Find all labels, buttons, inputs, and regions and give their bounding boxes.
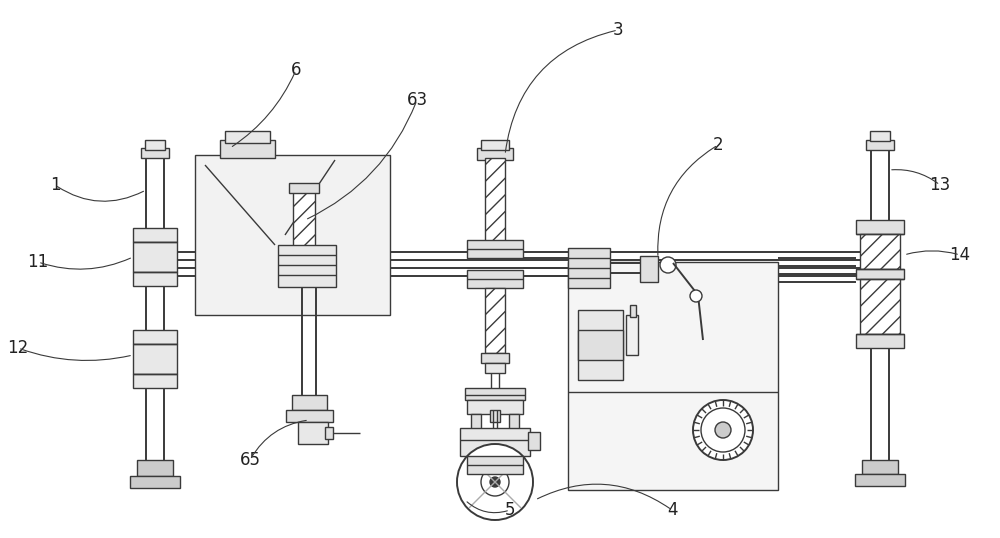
Bar [477, 148, 513, 160]
Bar [195, 155, 390, 315]
Bar [130, 476, 180, 488]
Bar [293, 190, 315, 255]
Bar [325, 427, 333, 439]
Text: 5: 5 [505, 501, 515, 519]
Text: 4: 4 [667, 501, 677, 519]
Bar [568, 262, 778, 490]
Bar [225, 131, 270, 143]
Circle shape [701, 408, 745, 452]
Bar [133, 242, 177, 272]
Bar [133, 272, 177, 286]
Bar [485, 288, 505, 353]
Bar [133, 228, 177, 242]
Text: 12: 12 [7, 339, 29, 357]
Bar [145, 140, 165, 150]
Bar [133, 330, 177, 344]
Bar [490, 410, 500, 422]
Text: 3: 3 [613, 21, 623, 39]
Bar [578, 330, 623, 360]
Text: 2: 2 [713, 136, 723, 154]
Text: 14: 14 [949, 246, 971, 264]
Bar [137, 460, 173, 476]
Text: 1: 1 [50, 176, 60, 194]
Circle shape [715, 422, 731, 438]
Bar [640, 256, 658, 282]
Circle shape [490, 477, 500, 487]
Bar [286, 410, 333, 422]
Circle shape [693, 400, 753, 460]
Bar [485, 363, 505, 373]
Bar [133, 374, 177, 388]
Bar [860, 234, 900, 269]
Text: 65: 65 [240, 451, 260, 469]
Bar [278, 245, 336, 287]
Bar [866, 140, 894, 150]
Bar [471, 414, 481, 430]
Bar [298, 422, 328, 444]
Bar [870, 131, 890, 141]
Text: 13: 13 [929, 176, 951, 194]
Bar [133, 344, 177, 374]
Bar [860, 279, 900, 334]
Circle shape [660, 257, 676, 273]
Text: 63: 63 [406, 91, 428, 109]
Bar [528, 432, 540, 450]
Bar [509, 414, 519, 430]
Circle shape [481, 468, 509, 496]
Bar [220, 140, 275, 158]
Bar [855, 474, 905, 486]
Bar [630, 305, 636, 317]
Circle shape [457, 444, 533, 520]
Bar [467, 456, 523, 474]
Bar [856, 220, 904, 234]
Bar [568, 248, 610, 288]
Bar [481, 140, 509, 150]
Bar [467, 400, 523, 414]
Bar [856, 269, 904, 279]
Text: 11: 11 [27, 253, 49, 271]
Text: 6: 6 [291, 61, 301, 79]
Bar [485, 158, 505, 248]
Bar [862, 460, 898, 474]
Bar [856, 334, 904, 348]
Bar [141, 148, 169, 158]
Bar [578, 310, 623, 380]
Circle shape [690, 290, 702, 302]
Bar [467, 270, 523, 288]
Bar [467, 240, 523, 258]
Bar [481, 353, 509, 363]
Bar [289, 183, 319, 193]
Bar [626, 315, 638, 355]
Bar [465, 388, 525, 400]
Bar [292, 395, 327, 410]
Bar [460, 428, 530, 456]
